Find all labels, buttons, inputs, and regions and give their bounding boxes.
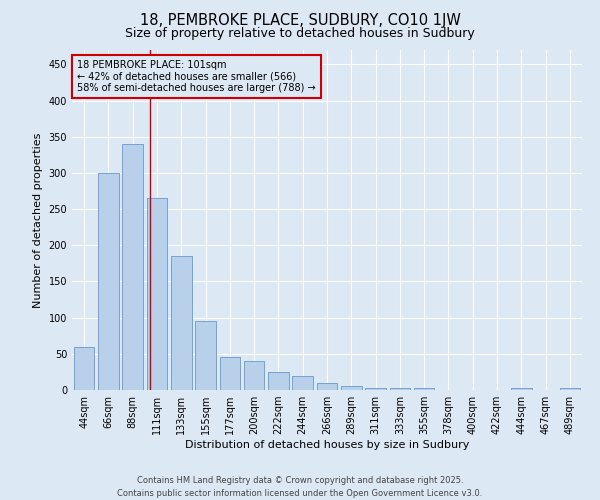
Bar bbox=[171, 256, 191, 390]
Bar bbox=[146, 198, 167, 390]
Bar bbox=[389, 388, 410, 390]
Bar bbox=[414, 388, 434, 390]
Bar bbox=[74, 346, 94, 390]
Text: Contains HM Land Registry data © Crown copyright and database right 2025.
Contai: Contains HM Land Registry data © Crown c… bbox=[118, 476, 482, 498]
Bar bbox=[98, 173, 119, 390]
Text: 18 PEMBROKE PLACE: 101sqm
← 42% of detached houses are smaller (566)
58% of semi: 18 PEMBROKE PLACE: 101sqm ← 42% of detac… bbox=[77, 60, 316, 94]
Text: 18, PEMBROKE PLACE, SUDBURY, CO10 1JW: 18, PEMBROKE PLACE, SUDBURY, CO10 1JW bbox=[140, 12, 460, 28]
Bar bbox=[317, 383, 337, 390]
Bar bbox=[220, 358, 240, 390]
Y-axis label: Number of detached properties: Number of detached properties bbox=[33, 132, 43, 308]
Text: Size of property relative to detached houses in Sudbury: Size of property relative to detached ho… bbox=[125, 28, 475, 40]
Bar bbox=[511, 388, 532, 390]
Bar bbox=[365, 388, 386, 390]
Bar bbox=[560, 388, 580, 390]
X-axis label: Distribution of detached houses by size in Sudbury: Distribution of detached houses by size … bbox=[185, 440, 469, 450]
Bar bbox=[292, 376, 313, 390]
Bar bbox=[341, 386, 362, 390]
Bar bbox=[122, 144, 143, 390]
Bar bbox=[244, 361, 265, 390]
Bar bbox=[195, 322, 216, 390]
Bar bbox=[268, 372, 289, 390]
